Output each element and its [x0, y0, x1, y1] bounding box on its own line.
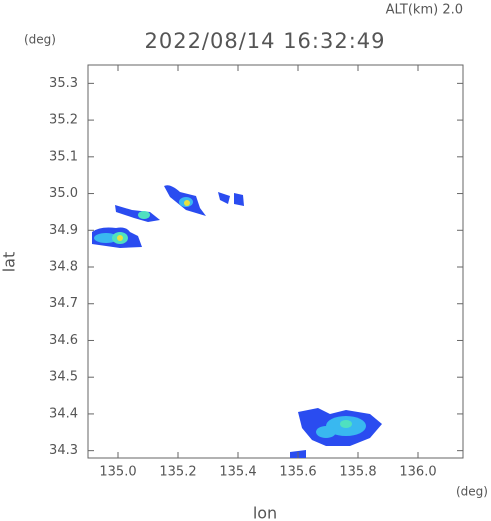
y-tick-label: 35.2 — [49, 113, 78, 128]
x-tick-label: 135.2 — [159, 465, 196, 480]
x-tick-label: 136.0 — [399, 465, 436, 480]
plot-frame — [87, 64, 464, 459]
y-tick-label: 34.4 — [49, 406, 78, 421]
y-tick-label: 35.3 — [49, 76, 78, 91]
x-tick-label: 135.8 — [339, 465, 376, 480]
y-tick-label: 35.0 — [49, 186, 78, 201]
y-unit: (deg) — [24, 33, 56, 47]
y-tick-label: 35.1 — [49, 149, 78, 164]
x-axis-label: lon — [253, 504, 277, 521]
x-tick-label: 135.0 — [99, 465, 136, 480]
y-tick-label: 34.3 — [49, 443, 78, 458]
y-tick-label: 34.9 — [49, 223, 78, 238]
y-axis-label: lat — [0, 252, 19, 273]
x-tick-label: 135.4 — [219, 465, 256, 480]
y-tick-label: 34.5 — [49, 370, 78, 385]
y-tick-label: 34.6 — [49, 333, 78, 348]
y-tick-label: 34.8 — [49, 260, 78, 275]
chart-title: 2022/08/14 16:32:49 — [144, 29, 385, 53]
radar-echoes — [92, 185, 382, 458]
altitude-label: ALT(km) 2.0 — [386, 3, 463, 18]
x-unit: (deg) — [456, 485, 488, 499]
x-tick-label: 135.6 — [279, 465, 316, 480]
y-tick-label: 34.7 — [49, 296, 78, 311]
